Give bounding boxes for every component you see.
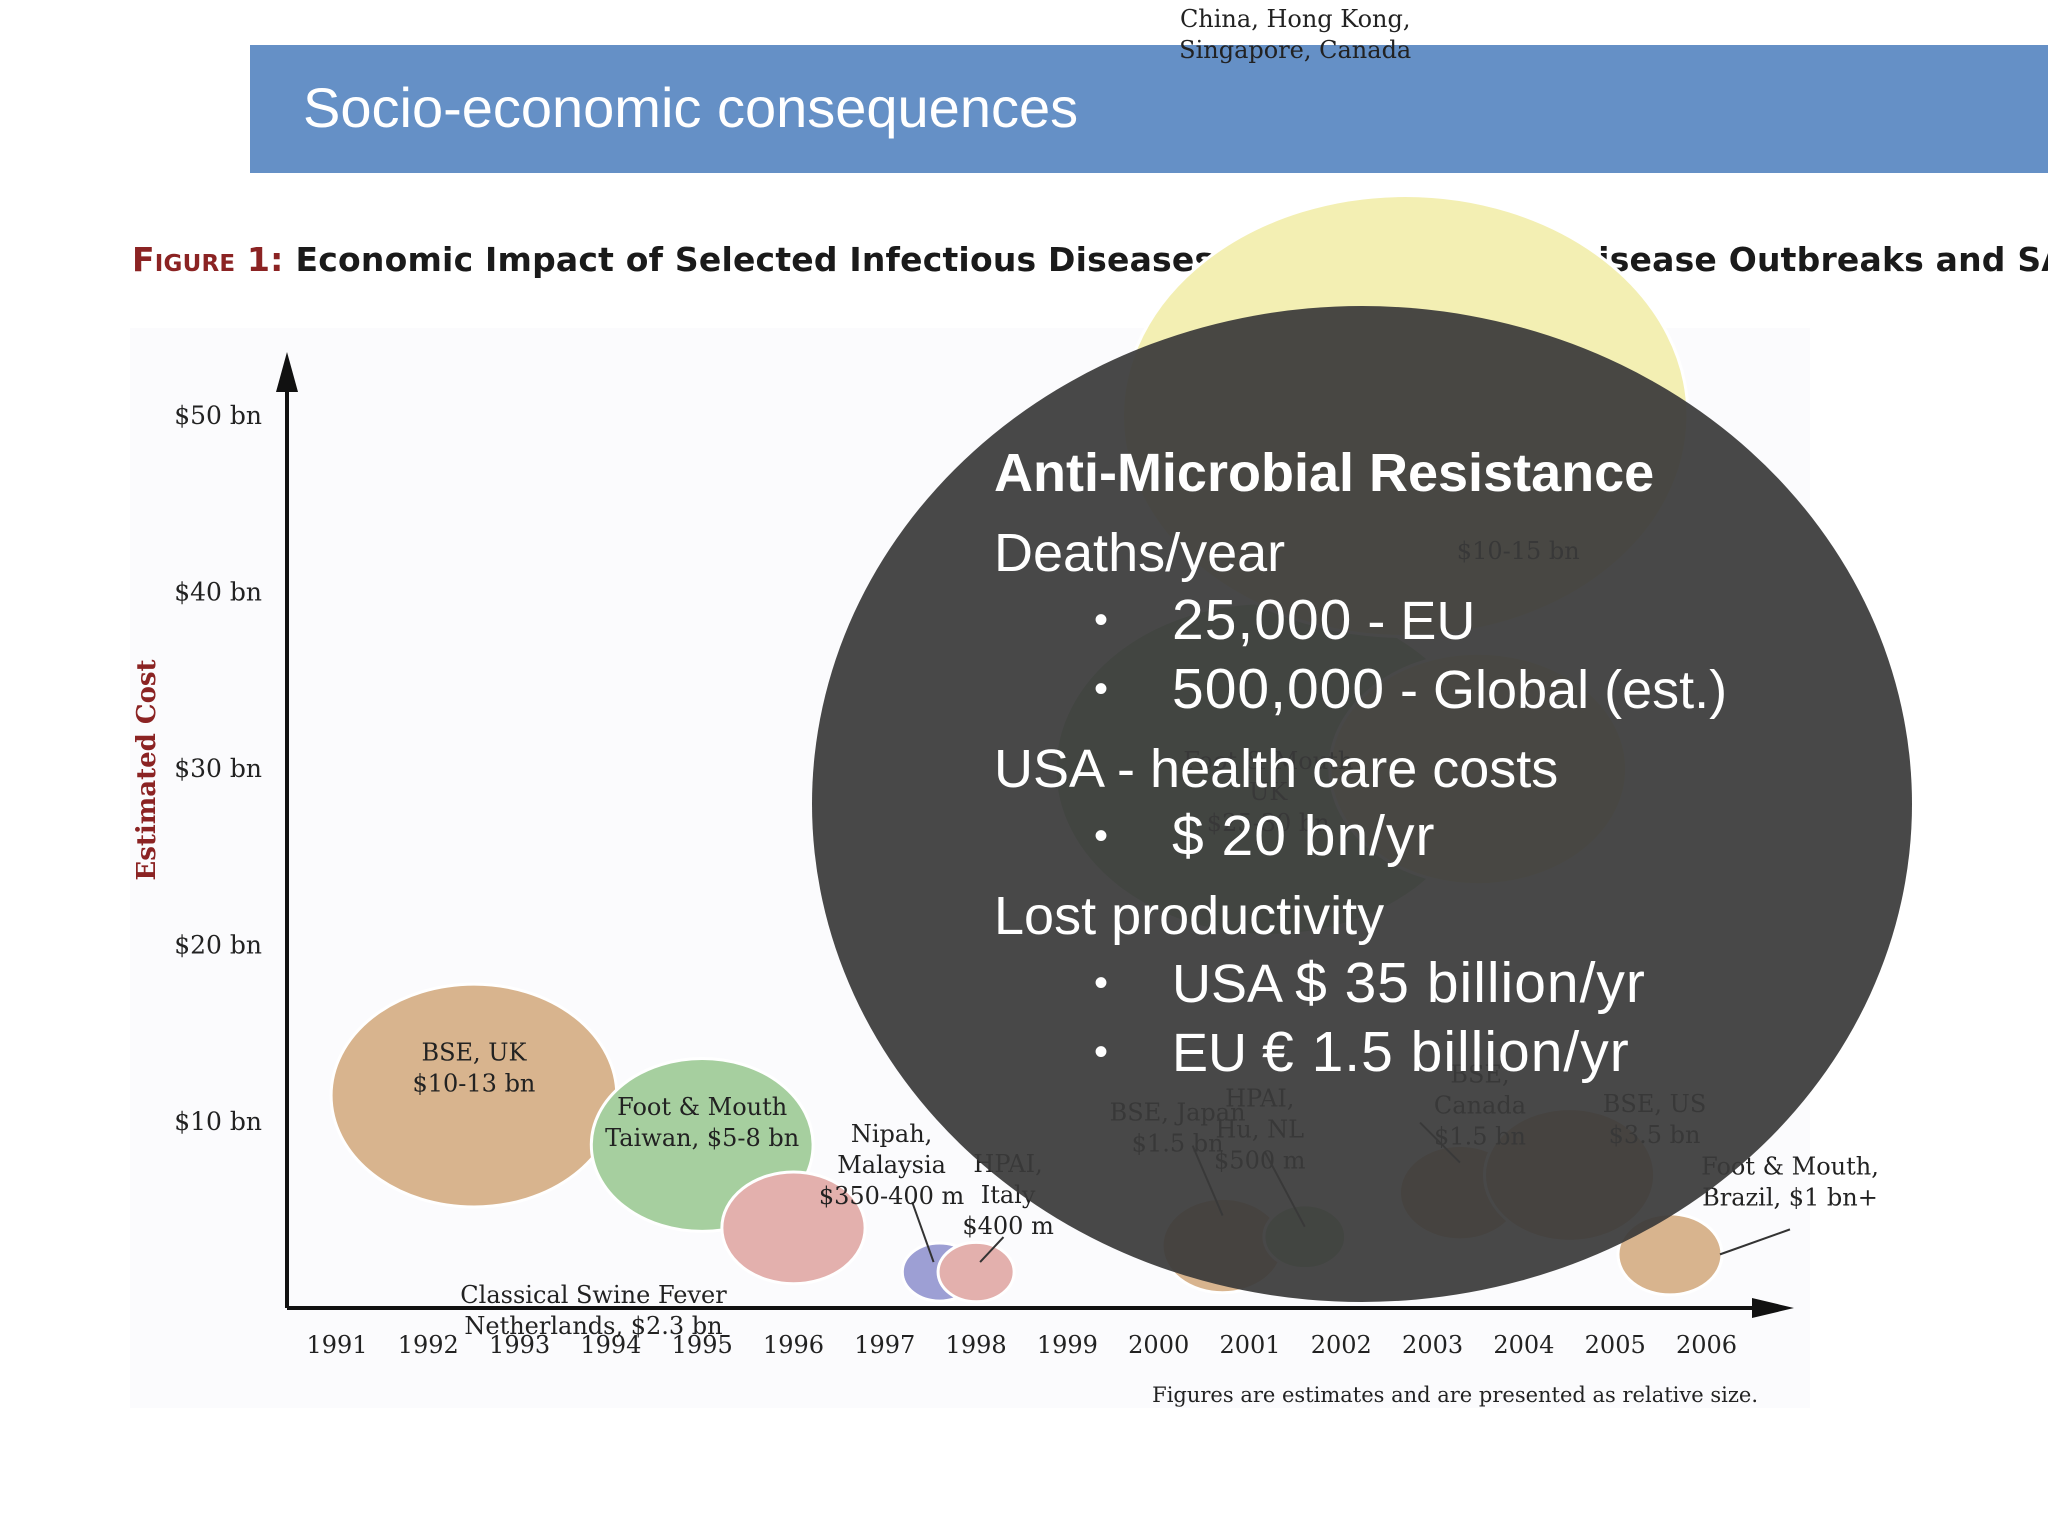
x-tick-label: 2005 xyxy=(1585,1331,1646,1359)
y-tick-label: $50 bn xyxy=(174,401,262,430)
bubble-label-line: China, Hong Kong, xyxy=(1180,5,1411,33)
leader-line xyxy=(979,1236,1005,1263)
bubble-label-line: Brazil, $1 bn+ xyxy=(1702,1183,1878,1211)
x-tick-label: 2002 xyxy=(1311,1331,1372,1359)
deaths-eu-label: - EU xyxy=(1352,591,1476,651)
x-tick-label: 2006 xyxy=(1676,1331,1737,1359)
bubble-label-line: SARS xyxy=(1261,0,1329,2)
x-tick-label: 1999 xyxy=(1037,1331,1098,1359)
bubble-label-line: Malaysia xyxy=(837,1151,946,1179)
bubble-label-line: $350-400 m xyxy=(819,1182,965,1210)
figure-caption: Figure 1: Economic Impact of Selected Inf… xyxy=(132,240,2048,279)
bubble-bse-uk-10-13-bn-label: BSE, UK $10-13 bn xyxy=(412,1039,535,1098)
bubble-classical-swine-fever-netherlands-2-3-bn xyxy=(720,1170,867,1286)
deaths-global-value: 500,000 xyxy=(1172,657,1386,721)
x-tick-label: 1994 xyxy=(580,1331,641,1359)
x-tick-label: 1997 xyxy=(854,1331,915,1359)
y-tick-label: $40 bn xyxy=(174,578,262,607)
leader-line xyxy=(1719,1228,1791,1256)
bubble-label-line: Taiwan, $5-8 bn xyxy=(605,1124,799,1152)
productivity-usa-value: $ 35 billion/yr xyxy=(1295,951,1646,1015)
amr-panel-text: Anti-Microbial Resistance Deaths/year 25… xyxy=(994,438,1784,1087)
productivity-eu-value: € 1.5 billion/yr xyxy=(1262,1020,1630,1084)
bubble-label-line: Nipah, xyxy=(851,1120,932,1148)
amr-title: Anti-Microbial Resistance xyxy=(994,443,1655,503)
productivity-eu-item: EU € 1.5 billion/yr xyxy=(994,1018,1784,1087)
usa-costs-list: $ 20 bn/yr xyxy=(994,802,1784,871)
productivity-heading: Lost productivity xyxy=(994,886,1385,946)
slide-title: Socio-economic consequences xyxy=(303,76,1079,139)
figure-caption-text: Economic Impact of Selected Infectious D… xyxy=(295,240,2048,279)
x-tick-label: 1998 xyxy=(946,1331,1007,1359)
bubble-label-line: Singapore, Canada xyxy=(1179,36,1411,64)
x-tick-label: 1995 xyxy=(672,1331,733,1359)
deaths-global-label: - Global (est.) xyxy=(1385,660,1728,720)
x-tick-label: 2004 xyxy=(1493,1331,1554,1359)
chart-footnote: Figures are estimates and are presented … xyxy=(1152,1383,1758,1407)
deaths-list: 25,000 - EU 500,000 - Global (est.) xyxy=(994,586,1784,724)
y-axis-label: Estimated Cost xyxy=(132,659,162,880)
usa-costs-item: $ 20 bn/yr xyxy=(994,802,1784,871)
y-tick-label: $30 bn xyxy=(174,754,262,783)
x-axis-arrow xyxy=(1752,1298,1794,1318)
figure-label: Figure 1: xyxy=(132,240,284,279)
bubble-nipah-malaysia-label: Nipah, Malaysia $350-400 m xyxy=(819,1120,965,1210)
bubble-hpai-italy xyxy=(936,1240,1016,1304)
x-tick-label: 1993 xyxy=(489,1331,550,1359)
deaths-eu-value: 25,000 xyxy=(1172,588,1353,652)
bubble-label-line: Netherlands, $2.3 bn xyxy=(464,1312,722,1340)
x-tick-label: 2001 xyxy=(1219,1331,1280,1359)
y-axis-arrow xyxy=(276,352,298,392)
bubble-label-line: Classical Swine Fever xyxy=(460,1281,727,1309)
usa-costs-heading: USA - health care costs xyxy=(994,739,1559,799)
x-tick-label: 2000 xyxy=(1128,1331,1189,1359)
y-tick-label: $10 bn xyxy=(174,1107,262,1136)
deaths-global-item: 500,000 - Global (est.) xyxy=(994,655,1784,724)
x-tick-label: 2003 xyxy=(1402,1331,1463,1359)
title-banner: Socio-economic consequences xyxy=(250,45,2048,173)
bubble-label-line: $10-13 bn xyxy=(412,1070,535,1098)
bubble-sars-china-hong-kong-label: SARS China, Hong Kong, Singapore, Canada xyxy=(1179,0,1411,64)
leader-line xyxy=(911,1201,935,1263)
x-tick-label: 1992 xyxy=(398,1331,459,1359)
bubble-classical-swine-fever-netherlands-2-3-bn-label: Classical Swine Fever Netherlands, $2.3 b… xyxy=(460,1281,727,1340)
productivity-eu-label: EU xyxy=(1172,1023,1263,1083)
x-tick-label: 1991 xyxy=(306,1331,367,1359)
deaths-heading: Deaths/year xyxy=(994,523,1286,583)
productivity-usa-label: USA xyxy=(1172,954,1296,1014)
bubble-label-line: $400 m xyxy=(962,1212,1054,1240)
y-tick-label: $20 bn xyxy=(174,931,262,960)
x-tick-label: 1996 xyxy=(763,1331,824,1359)
usa-costs-value: $ 20 bn/yr xyxy=(1172,804,1436,868)
bubble-label-line: BSE, UK xyxy=(421,1039,527,1067)
bubble-label-line: Foot & Mouth xyxy=(617,1093,787,1121)
productivity-list: USA $ 35 billion/yr EU € 1.5 billion/yr xyxy=(994,949,1784,1087)
productivity-usa-item: USA $ 35 billion/yr xyxy=(994,949,1784,1018)
bubble-foot-mouth-taiwan-5-8-bn-label: Foot & Mouth Taiwan, $5-8 bn xyxy=(605,1093,799,1152)
deaths-eu-item: 25,000 - EU xyxy=(994,586,1784,655)
